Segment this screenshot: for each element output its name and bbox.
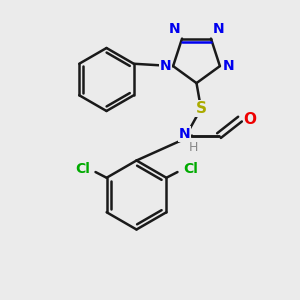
Text: N: N xyxy=(168,22,180,37)
Text: O: O xyxy=(244,112,256,127)
Text: S: S xyxy=(196,101,206,116)
Text: N: N xyxy=(160,59,172,73)
Text: N: N xyxy=(213,22,225,37)
Text: H: H xyxy=(189,141,198,154)
Text: Cl: Cl xyxy=(183,162,198,176)
Text: N: N xyxy=(223,59,235,73)
Text: Cl: Cl xyxy=(75,162,90,176)
Text: N: N xyxy=(179,127,190,141)
